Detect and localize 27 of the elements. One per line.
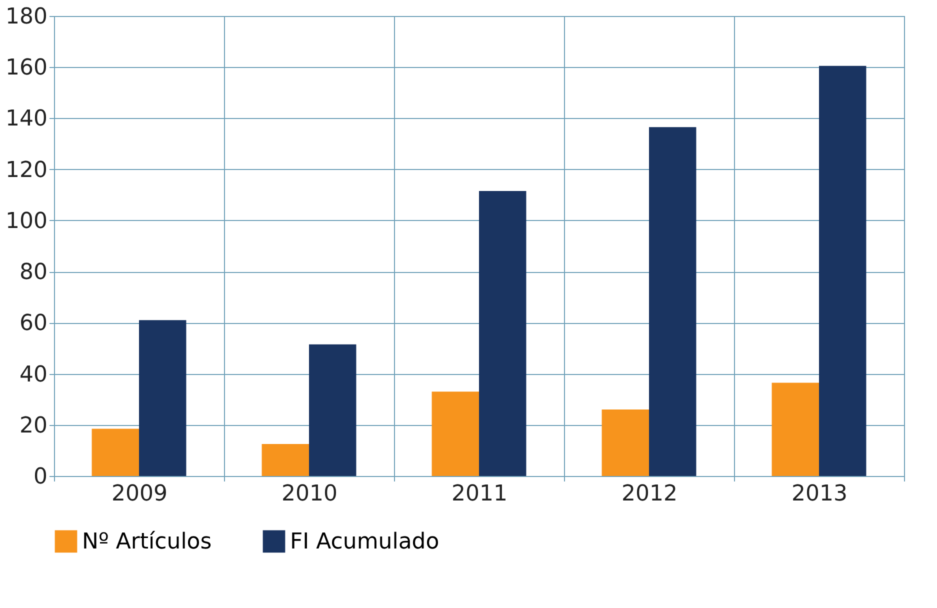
y-tick-label: 140	[6, 106, 48, 132]
bar	[602, 410, 649, 476]
x-tick-label: 2009	[112, 482, 168, 506]
bar	[432, 392, 479, 476]
legend-label: Nº Artículos	[82, 529, 212, 554]
bar	[262, 444, 309, 476]
bar	[92, 428, 139, 476]
y-tick-label: 60	[20, 311, 48, 336]
y-tick-label: 40	[20, 362, 48, 388]
y-tick-label: 80	[20, 260, 48, 286]
x-tick-label: 2010	[282, 482, 338, 506]
legend-label: FI Acumulado	[290, 529, 440, 554]
x-tick-label: 2011	[452, 482, 508, 506]
bar	[649, 127, 696, 476]
bar	[772, 382, 819, 476]
x-tick-label: 2013	[792, 482, 848, 506]
y-tick-label: 160	[6, 56, 48, 81]
y-tick-label: 20	[20, 413, 48, 438]
x-tick-label: 2012	[622, 482, 678, 506]
bar	[479, 191, 526, 476]
bar	[139, 320, 186, 476]
y-tick-label: 0	[34, 464, 48, 490]
y-tick-label: 100	[6, 208, 48, 234]
y-tick-label: 120	[6, 158, 48, 183]
bar	[819, 66, 866, 476]
bar	[309, 344, 356, 476]
y-tick-label: 180	[6, 4, 48, 30]
